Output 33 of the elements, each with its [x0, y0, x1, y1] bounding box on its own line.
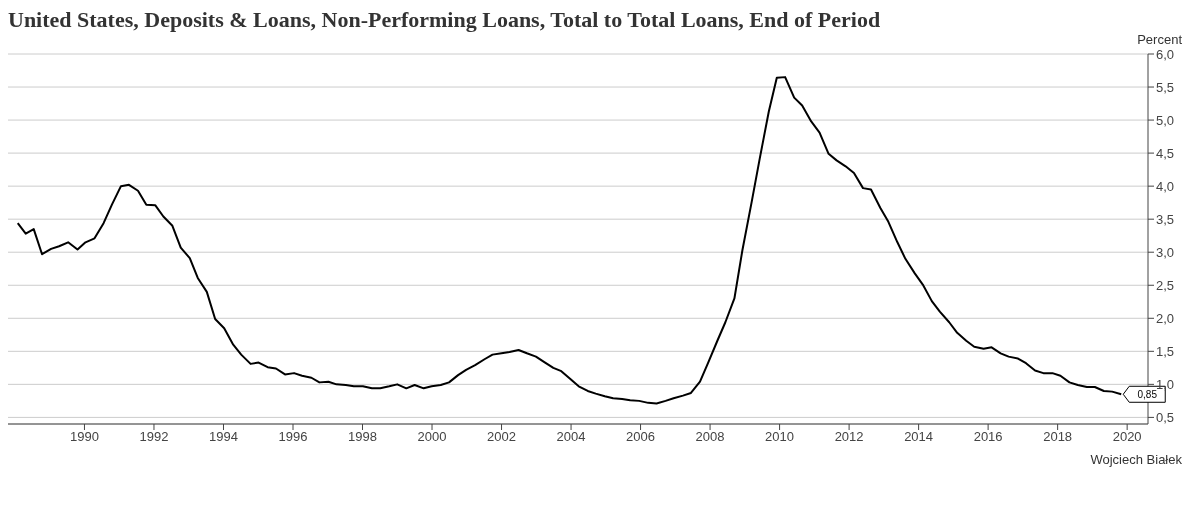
y-tick-label: 5,5 [1156, 79, 1175, 95]
x-tick-label: 2000 [417, 429, 447, 445]
x-tick-label: 1992 [139, 429, 169, 445]
x-tick-label: 2004 [556, 429, 586, 445]
x-tick-label: 2016 [973, 429, 1003, 445]
y-tick-label: 4,0 [1156, 178, 1175, 194]
y-tick-label: 3,5 [1156, 211, 1175, 227]
y-axis-title: Percent [1137, 32, 1182, 47]
x-tick-label: 1998 [348, 429, 377, 445]
x-tick-label: 2020 [1112, 429, 1142, 445]
x-tick-label: 2010 [765, 429, 795, 445]
x-tick-label: 1990 [70, 429, 99, 445]
x-tick-label: 2006 [626, 429, 656, 445]
line-series [16, 76, 1123, 405]
text: Wojciech Białek [1089, 452, 1183, 467]
x-tick-label: 2014 [904, 429, 934, 445]
y-tick-label: 2,0 [1156, 310, 1175, 326]
x-tick-label: 2012 [834, 429, 864, 445]
y-tick-label: 3,0 [1156, 244, 1175, 260]
x-tick-label: 1994 [209, 429, 238, 445]
x-tick-label: 2018 [1043, 429, 1073, 445]
y-tick-label: 2,5 [1156, 277, 1175, 293]
y-tick-label: 1,5 [1156, 343, 1175, 359]
x-tick-label: 2008 [695, 429, 725, 445]
x-tick-label: 2002 [487, 429, 516, 445]
y-tick-label: 0,5 [1156, 410, 1175, 426]
y-tick-label: 5,0 [1156, 112, 1175, 128]
y-tick-label: 4,5 [1156, 145, 1175, 161]
x-tick-label: 1996 [278, 429, 308, 445]
chart-title: United States, Deposits & Loans, Non-Performing Loans, Total to Total Loans, End of Period [8, 7, 882, 32]
y-tick-label: 1,0 [1156, 376, 1175, 392]
annotation: 0,85 [1137, 389, 1158, 401]
y-tick-label: 6,0 [1156, 46, 1175, 62]
